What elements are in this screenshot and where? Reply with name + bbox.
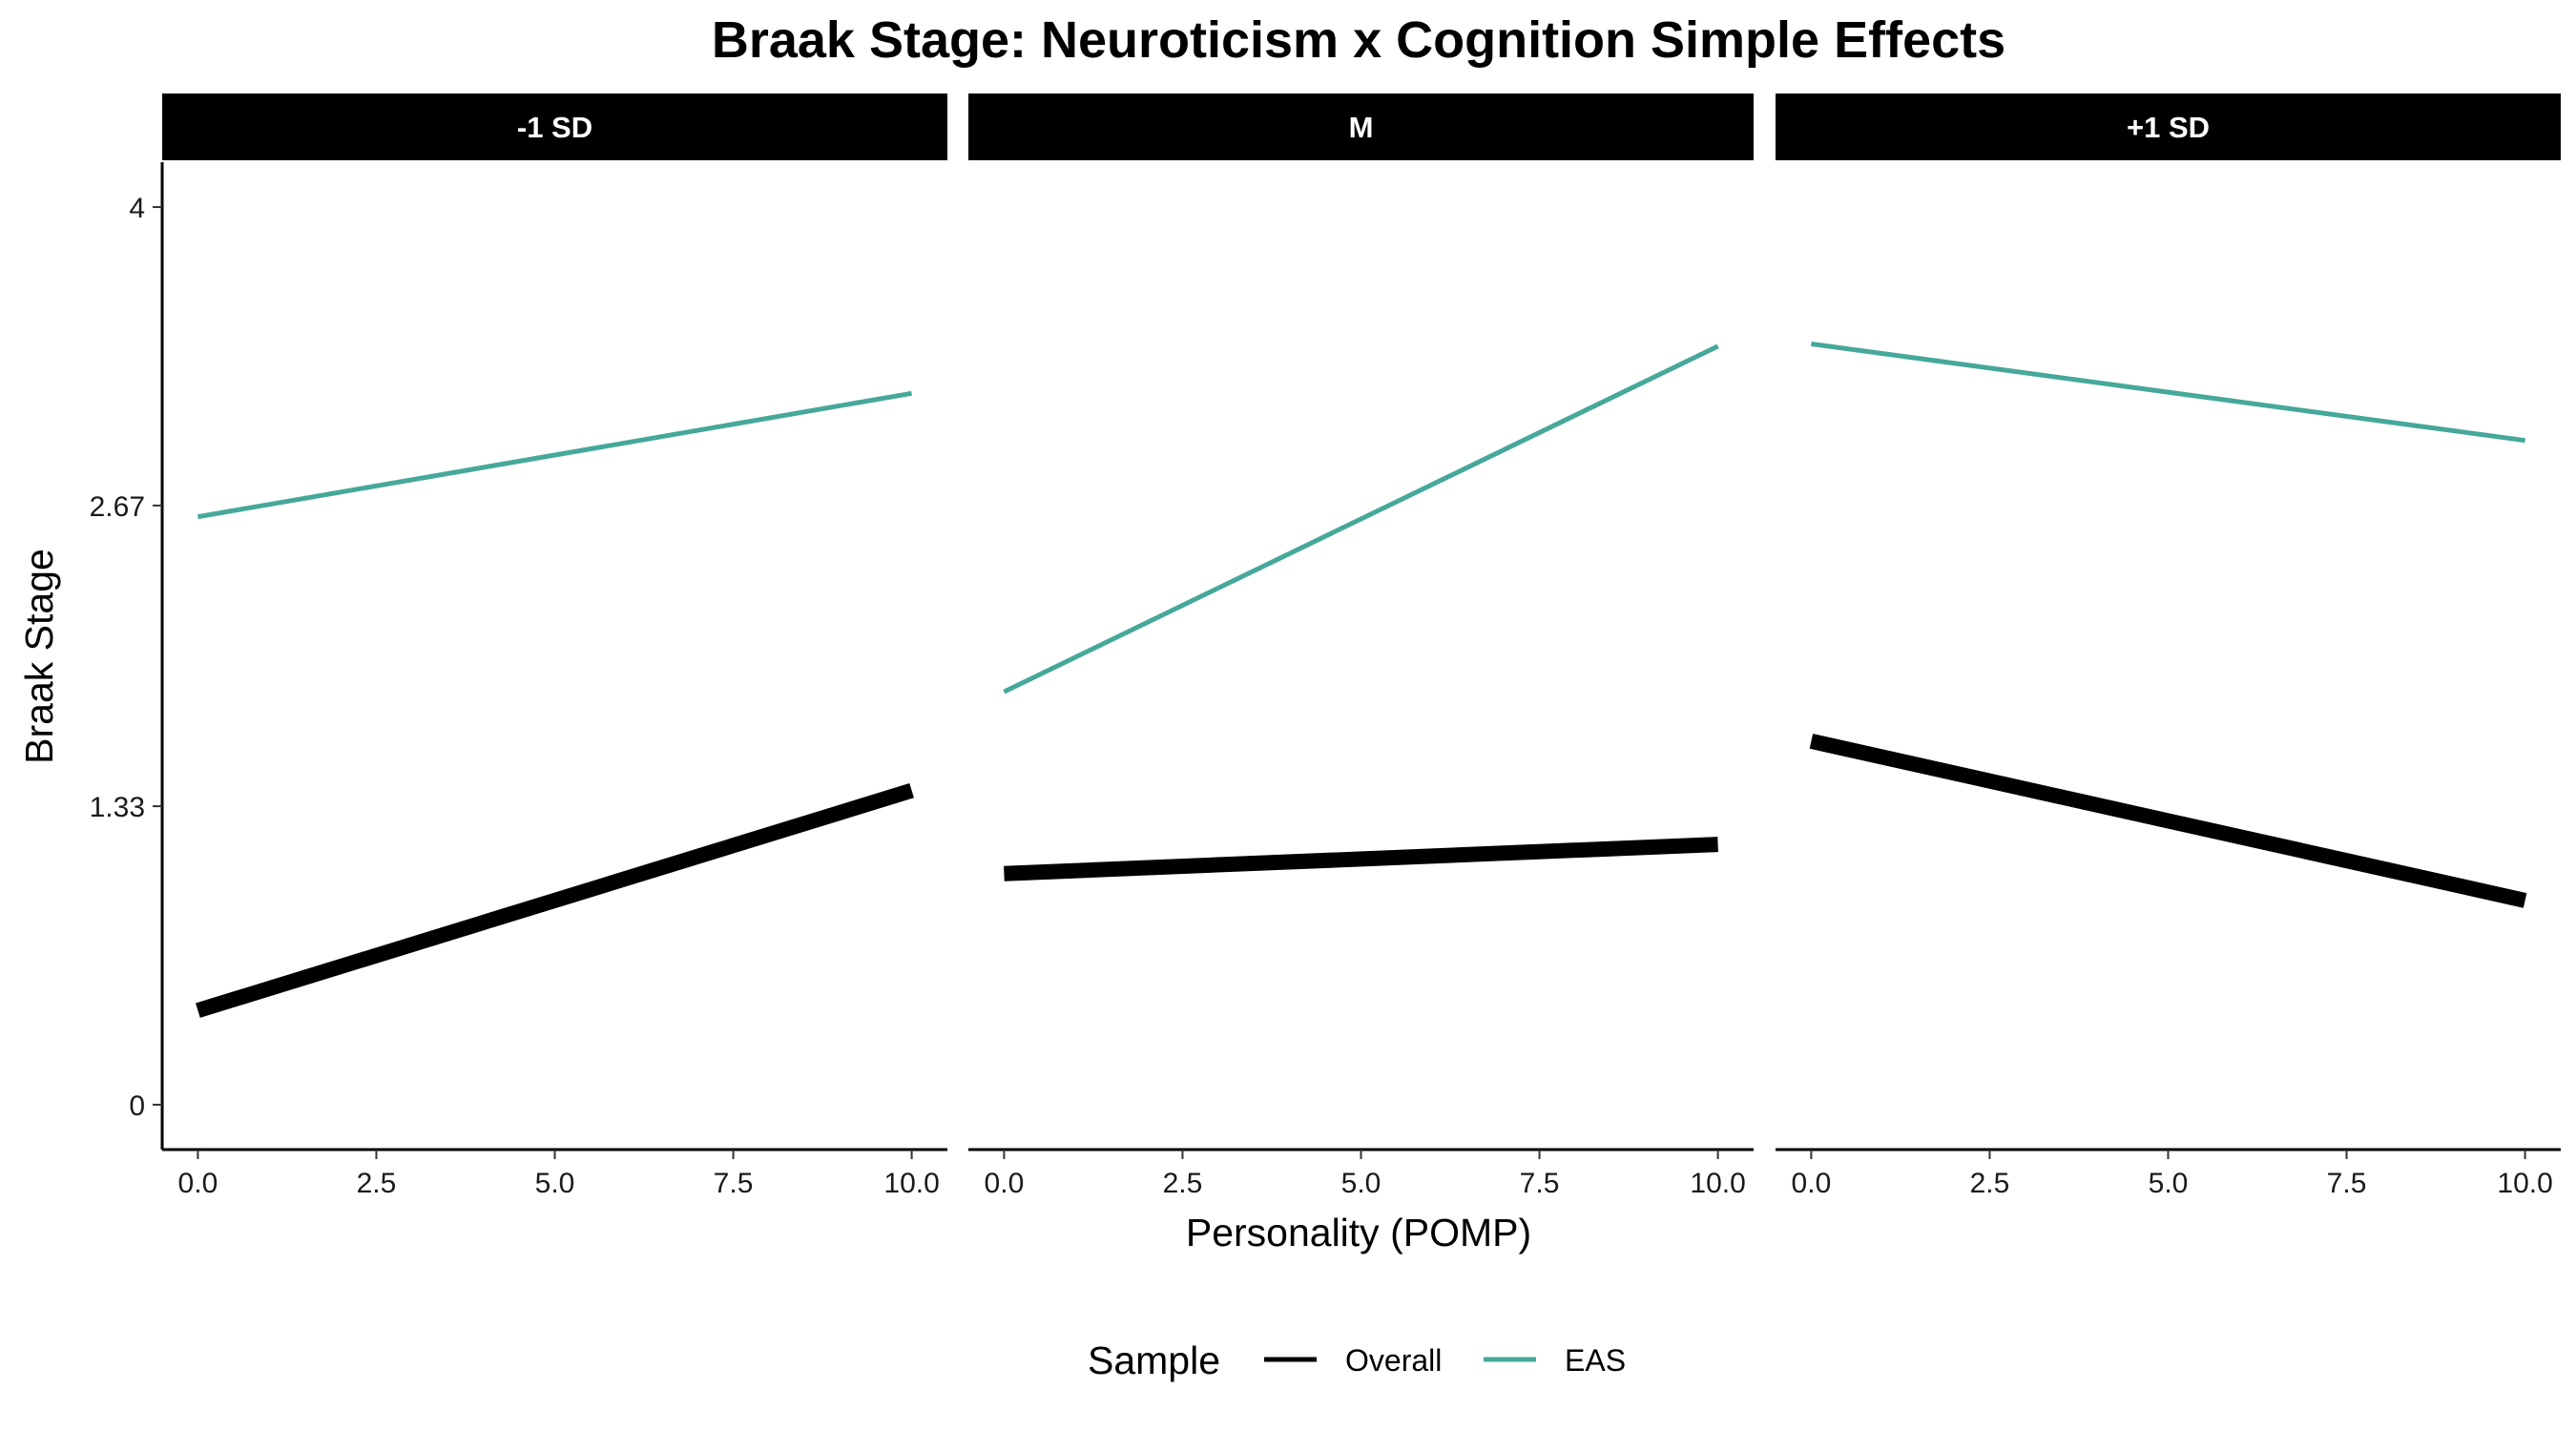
y-axis-title: Braak Stage <box>17 549 61 764</box>
facet-strip-label: M <box>1349 111 1374 144</box>
facet-panel: +1 SD 0.0 2.5 5.0 7.5 10.0 <box>1776 93 2561 1199</box>
x-tick-label: 2.5 <box>1970 1168 2010 1199</box>
x-tick-label: 7.5 <box>2327 1168 2367 1199</box>
panels-layer: -1 SD0.0 2.5 5.0 7.5 10.0M0.0 2.5 5.0 7.5 10.0+1… <box>162 93 2561 1199</box>
y-tick-label: 0 <box>129 1090 145 1122</box>
y-tick-label: 4 <box>129 193 145 224</box>
x-tick-label: 5.0 <box>535 1168 575 1199</box>
x-tick-label: 0.0 <box>1792 1168 1832 1199</box>
x-axis-title: Personality (POMP) <box>1186 1211 1531 1255</box>
x-tick-label: 5.0 <box>2149 1168 2189 1199</box>
series-line-eas <box>197 390 913 520</box>
x-tick-label: 7.5 <box>1520 1168 1560 1199</box>
legend-label-eas: EAS <box>1565 1343 1626 1378</box>
facet-strip <box>968 93 1754 160</box>
x-tick-label: 10.0 <box>1690 1168 1745 1199</box>
x-tick-label: 10.0 <box>883 1168 939 1199</box>
y-axis: 0 1.33 2.67 4 <box>90 162 164 1150</box>
x-tick-label: 2.5 <box>1163 1168 1203 1199</box>
facet-strip <box>162 93 947 160</box>
legend: Sample Overall EAS <box>1088 1338 1626 1382</box>
series-line-overall <box>196 782 914 1018</box>
series-line-eas <box>1811 342 2525 444</box>
x-tick-label: 0.0 <box>178 1168 218 1199</box>
facet-strip <box>1776 93 2561 160</box>
chart-title: Braak Stage: Neuroticism x Cognition Sim… <box>712 11 2005 69</box>
x-tick-label: 0.0 <box>985 1168 1025 1199</box>
series-line-overall <box>1809 734 2527 908</box>
legend-label-overall: Overall <box>1345 1343 1442 1378</box>
x-tick-label: 5.0 <box>1341 1168 1381 1199</box>
facet-panel: -1 SD 0.0 2.5 5.0 7.5 10.0 <box>162 93 947 1199</box>
y-tick-label: 2.67 <box>90 491 145 523</box>
series-line-eas <box>1003 343 1719 695</box>
x-tick-label: 2.5 <box>357 1168 397 1199</box>
facet-panel: M 0.0 2.5 5.0 7.5 10.0 <box>968 93 1754 1199</box>
x-tick-label: 10.0 <box>2497 1168 2552 1199</box>
x-tick-label: 7.5 <box>714 1168 754 1199</box>
facet-strip-label: +1 SD <box>2127 111 2210 144</box>
y-tick-label: 1.33 <box>90 792 145 823</box>
legend-title: Sample <box>1088 1338 1220 1382</box>
series-line-overall <box>1004 837 1718 881</box>
facet-strip-label: -1 SD <box>517 111 592 144</box>
